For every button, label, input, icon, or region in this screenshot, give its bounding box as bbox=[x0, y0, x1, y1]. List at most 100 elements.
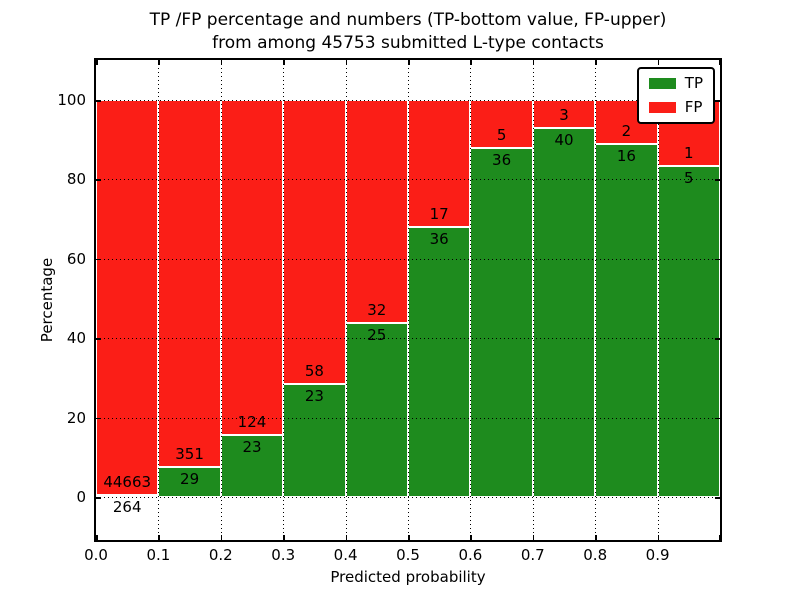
fp-count-label: 2 bbox=[621, 122, 632, 141]
bar-segment-fp bbox=[220, 100, 284, 435]
x-tick-label: 0.0 bbox=[84, 546, 108, 564]
tp-count-label: 16 bbox=[616, 147, 636, 166]
x-tick-mark bbox=[158, 535, 160, 540]
y-tick-mark bbox=[96, 179, 101, 181]
x-tick-mark bbox=[283, 535, 285, 540]
x-tick-mark-top bbox=[345, 60, 348, 65]
y-tick-mark-right bbox=[715, 338, 720, 340]
x-tick-mark-top bbox=[718, 60, 720, 65]
y-tick-mark bbox=[96, 497, 101, 499]
bar-segment-tp bbox=[595, 144, 658, 497]
chart-title-line1: TP /FP percentage and numbers (TP-bottom… bbox=[149, 10, 667, 30]
chart-title-line2: from among 45753 submitted L-type contac… bbox=[212, 33, 604, 53]
y-tick-mark bbox=[96, 338, 101, 340]
x-tick-mark bbox=[657, 535, 660, 540]
y-tick-mark bbox=[96, 258, 101, 261]
x-gridline bbox=[345, 60, 347, 540]
y-tick-mark-right bbox=[715, 100, 720, 102]
y-gridline bbox=[96, 417, 720, 419]
x-tick-mark-top bbox=[532, 60, 535, 65]
bar-segment-tp bbox=[532, 127, 596, 497]
bar-segment-fp bbox=[345, 100, 408, 323]
x-tick-label: 0.6 bbox=[458, 546, 483, 564]
y-tick-label: 20 bbox=[66, 408, 86, 427]
y-tick-label: 60 bbox=[66, 249, 86, 268]
y-tick-mark-right bbox=[715, 179, 720, 181]
x-tick-label: 0.2 bbox=[208, 546, 233, 564]
x-tick-label: 0.8 bbox=[583, 546, 608, 564]
x-gridline bbox=[408, 60, 409, 540]
tp-count-label: 23 bbox=[242, 437, 262, 456]
x-tick-label: 0.7 bbox=[520, 546, 545, 564]
fp-legend-swatch bbox=[648, 102, 676, 113]
x-tick-mark bbox=[96, 535, 98, 540]
bar-segment-fp bbox=[96, 100, 159, 495]
x-tick-mark-top bbox=[595, 60, 597, 65]
fp-count-label: 1 bbox=[684, 144, 694, 163]
y-tick-mark-right bbox=[715, 417, 720, 420]
tp-count-label: 264 bbox=[112, 497, 142, 516]
tp-count-label: 29 bbox=[180, 469, 200, 488]
y-tick-mark-right bbox=[715, 258, 720, 261]
x-axis-label: Predicted probability bbox=[330, 568, 486, 586]
tp-count-label: 23 bbox=[304, 387, 324, 406]
x-tick-mark bbox=[718, 535, 720, 540]
fp-count-label: 351 bbox=[175, 444, 204, 463]
fp-count-label: 44663 bbox=[103, 472, 152, 491]
x-tick-label: 0.3 bbox=[271, 546, 296, 564]
x-tick-mark-top bbox=[283, 60, 285, 65]
tp-count-label: 40 bbox=[554, 130, 574, 149]
fp-count-label: 58 bbox=[304, 362, 324, 381]
fp-count-label: 3 bbox=[559, 105, 569, 124]
x-tick-label: 0.5 bbox=[396, 546, 420, 564]
x-tick-mark bbox=[345, 535, 348, 540]
y-tick-label: 100 bbox=[57, 91, 86, 109]
chart-title: TP /FP percentage and numbers (TP-bottom… bbox=[96, 9, 720, 55]
y-tick-mark bbox=[96, 417, 101, 420]
x-tick-label: 0.9 bbox=[645, 546, 670, 564]
x-tick-mark bbox=[408, 535, 410, 540]
bar-segment-fp bbox=[408, 100, 471, 228]
y-gridline bbox=[96, 338, 720, 340]
x-tick-mark bbox=[470, 535, 472, 540]
bar-segment-tp bbox=[96, 494, 159, 497]
fp-count-label: 32 bbox=[367, 300, 387, 319]
x-gridline bbox=[595, 60, 597, 540]
x-tick-mark bbox=[595, 535, 597, 540]
x-gridline bbox=[657, 60, 659, 540]
bar-segment-tp bbox=[345, 322, 408, 497]
x-gridline bbox=[220, 60, 222, 540]
x-gridline bbox=[470, 60, 472, 540]
x-tick-mark-top bbox=[470, 60, 472, 65]
x-tick-mark-top bbox=[220, 60, 223, 65]
fp-legend-label: FP bbox=[684, 98, 703, 116]
x-tick-mark bbox=[532, 535, 535, 540]
y-gridline bbox=[96, 497, 720, 498]
bar-segment-fp bbox=[158, 100, 221, 467]
x-tick-label: 0.4 bbox=[333, 546, 358, 564]
bar-segment-tp bbox=[408, 227, 471, 497]
y-tick-label: 0 bbox=[76, 488, 86, 506]
tp-count-label: 36 bbox=[429, 230, 449, 249]
x-tick-mark-top bbox=[158, 60, 160, 65]
x-tick-label: 0.1 bbox=[146, 546, 171, 564]
y-tick-mark bbox=[96, 100, 101, 102]
y-gridline bbox=[96, 100, 720, 101]
bar-segment-tp bbox=[158, 466, 221, 497]
fp-count-label: 124 bbox=[237, 412, 267, 431]
tp-count-label: 5 bbox=[684, 169, 694, 188]
bar-segment-tp bbox=[283, 384, 346, 497]
bar-segment-tp bbox=[470, 148, 533, 497]
legend-item-fp: FP bbox=[648, 98, 703, 116]
fp-count-label: 5 bbox=[496, 126, 507, 145]
tp-legend-swatch bbox=[648, 78, 676, 89]
bar-segment-tp bbox=[657, 166, 720, 497]
x-gridline bbox=[283, 60, 285, 540]
y-tick-mark-right bbox=[715, 497, 720, 499]
y-axis-label: Percentage bbox=[38, 257, 56, 343]
y-gridline bbox=[96, 179, 720, 181]
legend-item-tp: TP bbox=[648, 76, 703, 91]
fp-count-label: 17 bbox=[429, 205, 449, 224]
x-gridline bbox=[158, 60, 160, 540]
x-tick-mark-top bbox=[408, 60, 410, 65]
